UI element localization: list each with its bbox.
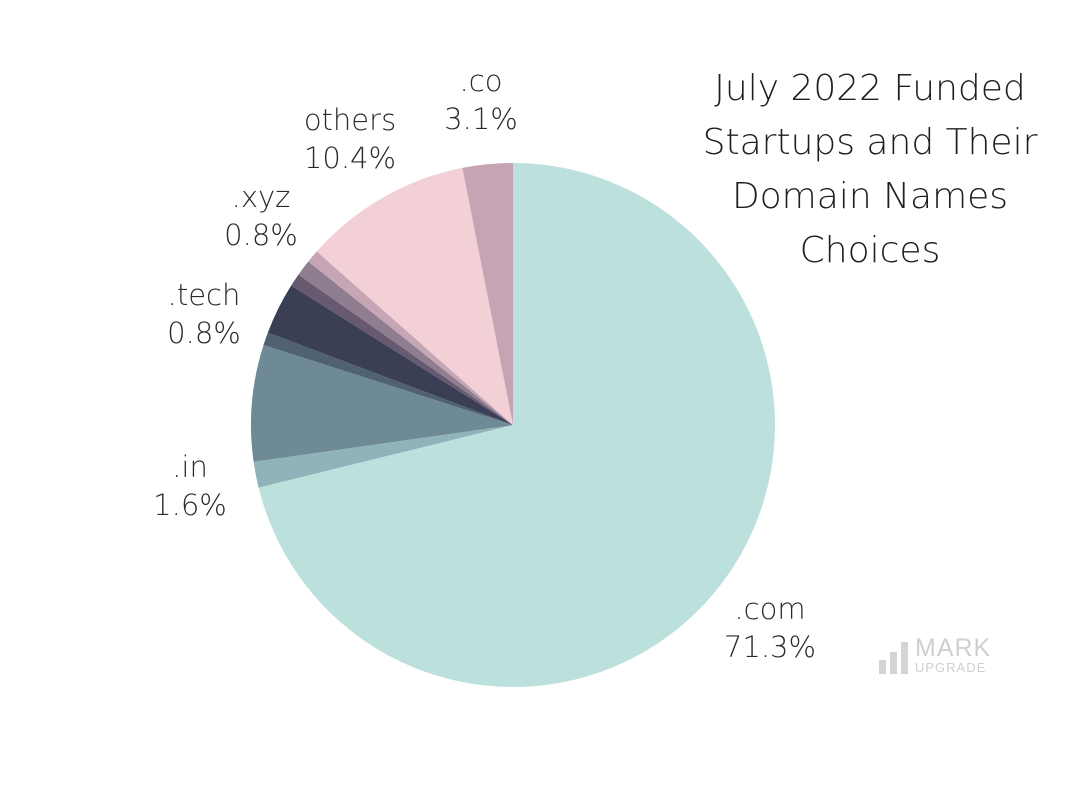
label-value: 0.8%	[167, 316, 241, 350]
logo-line2: UPGRADE	[915, 660, 987, 675]
label-name: .co	[459, 64, 503, 98]
label-value: 71.3%	[723, 630, 817, 664]
pie-slice-unlabeled-2	[250, 344, 513, 462]
chart-title: July 2022 Funded Startups and Their Doma…	[690, 62, 1050, 278]
label-name: .tech	[167, 278, 241, 312]
title-line: Startups and Their	[702, 122, 1038, 163]
pie-slice-unlabeled-3	[263, 332, 513, 425]
pie-slice-others	[316, 167, 513, 426]
label-value: 10.4%	[303, 141, 397, 175]
pie-slice-in	[253, 425, 513, 488]
pie-slice-xyz	[308, 251, 513, 425]
slice-label-in: .in 1.6%	[110, 448, 270, 524]
label-value: 0.8%	[224, 218, 298, 252]
label-name: .xyz	[231, 180, 291, 214]
watermark-logo: MARK UPGRADE	[879, 636, 991, 674]
slice-label-tech: .tech 0.8%	[124, 276, 284, 352]
logo-line1: MARK	[915, 634, 992, 662]
pie-slice-unlabeled-6	[298, 261, 513, 425]
pie-slice-unlabeled-4	[267, 285, 513, 425]
pie-slice-com	[258, 163, 776, 687]
title-line: Choices	[799, 230, 941, 271]
logo-text: MARK UPGRADE	[915, 634, 992, 675]
pie-slice-co	[462, 163, 513, 425]
label-value: 1.6%	[153, 488, 227, 522]
label-value: 3.1%	[444, 102, 518, 136]
logo-bar	[901, 642, 908, 674]
slice-label-co: .co 3.1%	[401, 62, 561, 138]
label-name: .in	[172, 450, 208, 484]
logo-bar	[890, 652, 897, 674]
slice-label-others: others 10.4%	[270, 101, 430, 177]
logo-bar	[879, 660, 886, 674]
title-line: July 2022 Funded	[714, 68, 1026, 109]
slice-label-com: .com 71.3%	[690, 590, 850, 666]
title-line: Domain Names	[731, 176, 1009, 217]
label-name: others	[303, 103, 397, 137]
pie-slice-tech	[291, 274, 513, 425]
label-name: .com	[734, 592, 806, 626]
slice-label-xyz: .xyz 0.8%	[181, 178, 341, 254]
